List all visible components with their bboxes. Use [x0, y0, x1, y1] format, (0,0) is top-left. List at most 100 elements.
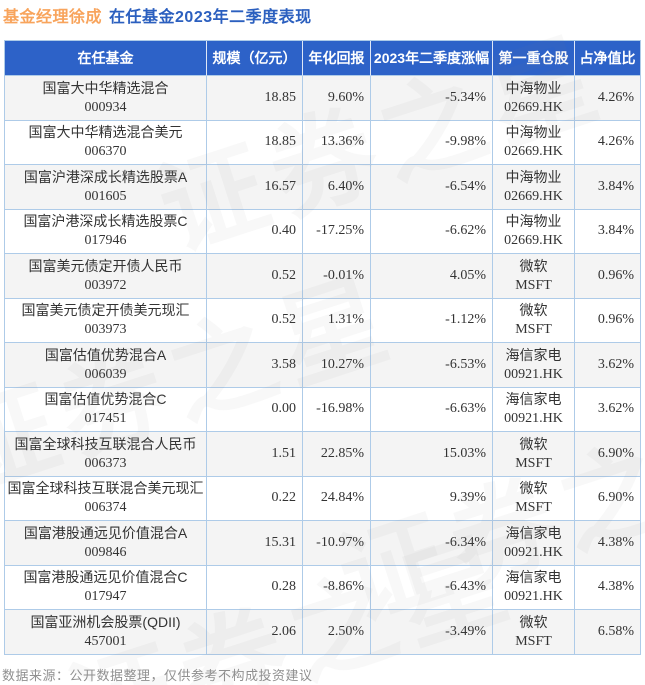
- top-holding-code: 02669.HK: [504, 144, 563, 160]
- table-row: 国富港股通远见价值混合A 009846 15.31 -10.97% -6.34%…: [5, 521, 640, 566]
- q2-change: 15.03%: [371, 432, 493, 477]
- table-row: 国富全球科技互联混合人民币 006373 1.51 22.85% 15.03% …: [5, 432, 640, 477]
- fund-code: 006039: [84, 366, 127, 382]
- net-value-ratio: 4.38%: [575, 565, 640, 610]
- top-holding-name: 中海物业: [505, 79, 562, 96]
- fund-scale: 0.52: [207, 298, 303, 343]
- fund-scale: 15.31: [207, 521, 303, 566]
- q2-change: -3.49%: [371, 610, 493, 654]
- fund-code: 006373: [84, 455, 127, 471]
- q2-change: -9.98%: [371, 120, 493, 165]
- fund-code: 001605: [84, 188, 127, 204]
- fund-code: 457001: [84, 633, 127, 649]
- fund-name: 国富美元债定开债美元现汇: [21, 302, 190, 319]
- table-row: 国富沪港深成长精选股票C 017946 0.40 -17.25% -6.62% …: [5, 209, 640, 254]
- fund-manager-name: 基金经理徐成: [3, 9, 103, 26]
- annualized-return: -17.25%: [303, 209, 371, 254]
- q2-change: -6.53%: [371, 343, 493, 388]
- top-holding-code: 02669.HK: [504, 99, 563, 115]
- q2-change: -6.54%: [371, 165, 493, 210]
- net-value-ratio: 4.26%: [575, 76, 640, 121]
- fund-name: 国富大中华精选混合美元: [28, 124, 183, 141]
- net-value-ratio: 3.62%: [575, 343, 640, 388]
- fund-scale: 2.06: [207, 610, 303, 654]
- fund-code: 017451: [84, 411, 127, 427]
- table-row: 国富全球科技互联混合美元现汇 006374 0.22 24.84% 9.39% …: [5, 476, 640, 521]
- fund-name: 国富估值优势混合C: [44, 391, 167, 408]
- top-holding-name: 微软: [519, 480, 548, 497]
- q2-change: -1.12%: [371, 298, 493, 343]
- fund-code: 017946: [84, 233, 127, 249]
- top-holding-code: 00921.HK: [504, 544, 563, 560]
- top-holding-code: 02669.HK: [504, 188, 563, 204]
- fund-code: 006374: [84, 500, 127, 516]
- fund-code: 003972: [84, 277, 127, 293]
- top-holding-name: 海信家电: [505, 524, 562, 541]
- fund-name: 国富港股通远见价值混合A: [23, 524, 188, 541]
- q2-change: -6.43%: [371, 565, 493, 610]
- top-holding-name: 微软: [519, 257, 548, 274]
- annualized-return: -8.86%: [303, 565, 371, 610]
- q2-change: 9.39%: [371, 476, 493, 521]
- table-row: 国富美元债定开债人民币 003972 0.52 -0.01% 4.05% 微软 …: [5, 254, 640, 299]
- table-row: 国富估值优势混合C 017451 0.00 -16.98% -6.63% 海信家…: [5, 387, 640, 432]
- top-holding-code: 00921.HK: [504, 589, 563, 605]
- net-value-ratio: 3.84%: [575, 165, 640, 210]
- col-header-fund-name: 在任基金: [5, 41, 207, 76]
- fund-name: 国富美元债定开债人民币: [28, 257, 183, 274]
- q2-change: -6.63%: [371, 387, 493, 432]
- data-source-note: 数据来源：公开数据整理，仅供参考不构成投资建议: [2, 668, 313, 683]
- page-title: 基金经理徐成 在任基金2023年二季度表现: [3, 3, 312, 27]
- fund-scale: 16.57: [207, 165, 303, 210]
- fund-name: 国富亚洲机会股票(QDII): [30, 613, 181, 630]
- q2-change: -6.62%: [371, 209, 493, 254]
- table-row: 国富亚洲机会股票(QDII) 457001 2.06 2.50% -3.49% …: [5, 610, 640, 654]
- top-holding-code: MSFT: [515, 633, 552, 649]
- col-header-q2-change: 2023年二季度涨幅: [371, 41, 493, 76]
- top-holding-name: 微软: [519, 302, 548, 319]
- fund-code: 000934: [84, 99, 127, 115]
- fund-scale: 0.52: [207, 254, 303, 299]
- annualized-return: -0.01%: [303, 254, 371, 299]
- fund-code: 017947: [84, 589, 127, 605]
- top-holding-code: MSFT: [515, 455, 552, 471]
- col-header-annual-return: 年化回报: [303, 41, 371, 76]
- table-row: 国富港股通远见价值混合C 017947 0.28 -8.86% -6.43% 海…: [5, 565, 640, 610]
- fund-code: 006370: [84, 144, 127, 160]
- net-value-ratio: 6.90%: [575, 476, 640, 521]
- fund-table: 在任基金 规模（亿元） 年化回报 2023年二季度涨幅 第一重仓股 占净值比 国…: [4, 40, 641, 655]
- annualized-return: 13.36%: [303, 120, 371, 165]
- net-value-ratio: 3.84%: [575, 209, 640, 254]
- net-value-ratio: 6.58%: [575, 610, 640, 654]
- fund-scale: 18.85: [207, 76, 303, 121]
- col-header-scale: 规模（亿元）: [207, 41, 303, 76]
- fund-name: 国富港股通远见价值混合C: [23, 569, 188, 586]
- page-title-subtitle: 在任基金2023年二季度表现: [109, 9, 312, 26]
- table-row: 国富沪港深成长精选股票A 001605 16.57 6.40% -6.54% 中…: [5, 165, 640, 210]
- annualized-return: 9.60%: [303, 76, 371, 121]
- net-value-ratio: 0.96%: [575, 298, 640, 343]
- annualized-return: 22.85%: [303, 432, 371, 477]
- table-row: 国富美元债定开债美元现汇 003973 0.52 1.31% -1.12% 微软…: [5, 298, 640, 343]
- fund-code: 009846: [84, 544, 127, 560]
- top-holding-name: 中海物业: [505, 213, 562, 230]
- fund-name: 国富估值优势混合A: [44, 346, 167, 363]
- annualized-return: 2.50%: [303, 610, 371, 654]
- top-holding-name: 海信家电: [505, 569, 562, 586]
- fund-table-header: 在任基金 规模（亿元） 年化回报 2023年二季度涨幅 第一重仓股 占净值比: [5, 41, 640, 76]
- top-holding-name: 海信家电: [505, 346, 562, 363]
- fund-code: 003973: [84, 322, 127, 338]
- top-holding-name: 海信家电: [505, 391, 562, 408]
- net-value-ratio: 3.62%: [575, 387, 640, 432]
- col-header-top-holding: 第一重仓股: [493, 41, 575, 76]
- annualized-return: -10.97%: [303, 521, 371, 566]
- top-holding-name: 中海物业: [505, 124, 562, 141]
- fund-scale: 0.40: [207, 209, 303, 254]
- net-value-ratio: 4.38%: [575, 521, 640, 566]
- fund-scale: 3.58: [207, 343, 303, 388]
- fund-scale: 1.51: [207, 432, 303, 477]
- top-holding-name: 微软: [519, 435, 548, 452]
- fund-scale: 0.22: [207, 476, 303, 521]
- annualized-return: 10.27%: [303, 343, 371, 388]
